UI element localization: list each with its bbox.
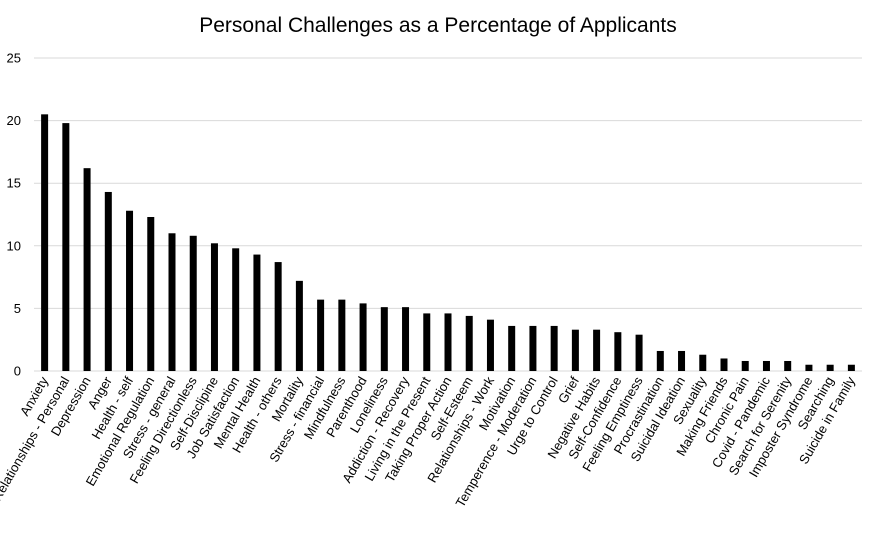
- bar: [508, 325, 516, 371]
- bar: [232, 248, 240, 371]
- bar: [486, 319, 494, 371]
- bar: [656, 350, 664, 371]
- bar: [83, 168, 91, 371]
- bar: [614, 332, 622, 371]
- bar: [762, 360, 770, 371]
- bar: [338, 299, 346, 371]
- y-tick-label: 0: [14, 364, 21, 379]
- bar: [444, 313, 452, 371]
- bar: [317, 299, 325, 371]
- bar: [274, 262, 282, 371]
- bar: [210, 243, 218, 371]
- y-tick-label: 10: [7, 238, 21, 253]
- bar: [805, 364, 813, 371]
- y-tick-label: 5: [14, 301, 21, 316]
- bar: [359, 303, 367, 371]
- bar: [402, 307, 410, 371]
- bar: [41, 114, 49, 371]
- bar: [593, 329, 601, 371]
- y-tick-label: 25: [7, 51, 21, 66]
- bar: [529, 325, 537, 371]
- bar: [253, 254, 261, 371]
- bar: [826, 364, 834, 371]
- y-tick-label: 15: [7, 176, 21, 191]
- bar: [635, 334, 643, 371]
- bar: [784, 360, 792, 371]
- bar: [550, 325, 558, 371]
- bar: [423, 313, 431, 371]
- chart-title: Personal Challenges as a Percentage of A…: [199, 14, 676, 37]
- bar: [295, 280, 303, 371]
- y-tick-label: 20: [7, 113, 21, 128]
- y-axis-ticks: 0 5 10 15 20 25: [7, 51, 21, 379]
- bars: [41, 114, 855, 371]
- bar: [189, 235, 197, 371]
- bar: [465, 315, 473, 371]
- bar: [168, 233, 176, 371]
- bar: [62, 123, 70, 371]
- bar: [126, 210, 134, 371]
- bar: [741, 360, 749, 371]
- bar: [699, 354, 707, 371]
- bar: [104, 191, 112, 371]
- bar: [571, 329, 579, 371]
- bar: [720, 358, 728, 371]
- bar: [147, 217, 155, 371]
- bar: [847, 364, 855, 371]
- bar: [678, 350, 686, 371]
- bar: [380, 307, 388, 371]
